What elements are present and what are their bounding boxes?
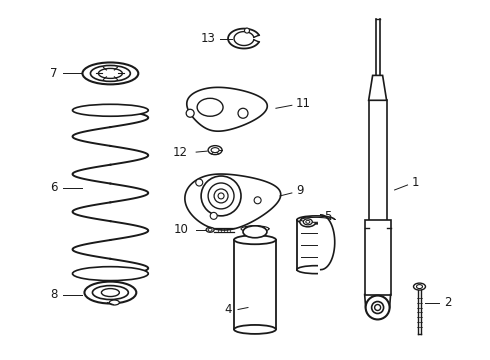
Ellipse shape [234,325,276,334]
Circle shape [196,179,203,186]
Text: 13: 13 [200,32,215,45]
Ellipse shape [414,283,425,290]
Ellipse shape [297,216,335,224]
Ellipse shape [416,285,422,289]
Text: 8: 8 [50,288,57,301]
Text: 5: 5 [324,210,331,223]
Circle shape [254,197,261,204]
Ellipse shape [101,289,120,297]
Polygon shape [187,87,267,131]
Ellipse shape [93,285,128,300]
Circle shape [210,212,217,219]
Text: 12: 12 [173,145,188,159]
Ellipse shape [211,148,219,153]
Ellipse shape [243,226,267,238]
Text: 2: 2 [444,296,452,309]
Circle shape [366,296,390,319]
FancyBboxPatch shape [318,220,342,275]
Circle shape [186,109,194,117]
Text: 4: 4 [224,303,232,316]
Circle shape [375,305,381,310]
Ellipse shape [109,300,120,305]
Polygon shape [185,174,281,230]
Circle shape [208,183,234,209]
Text: 11: 11 [296,97,311,110]
Circle shape [371,302,384,314]
Text: 3: 3 [334,264,341,277]
Ellipse shape [206,227,214,232]
Ellipse shape [98,68,122,78]
Text: 1: 1 [412,176,419,189]
Ellipse shape [300,217,316,227]
Circle shape [201,176,241,216]
Ellipse shape [84,282,136,303]
Ellipse shape [301,217,331,222]
Ellipse shape [208,228,212,231]
Ellipse shape [234,235,276,244]
Circle shape [245,28,249,33]
Text: 6: 6 [50,181,57,194]
Ellipse shape [303,219,312,225]
Ellipse shape [82,62,138,84]
Circle shape [214,189,228,203]
FancyBboxPatch shape [365,220,391,294]
Text: 9: 9 [296,184,303,197]
Circle shape [218,193,224,199]
Ellipse shape [91,66,130,81]
FancyBboxPatch shape [368,100,387,230]
Text: 7: 7 [50,67,57,80]
Ellipse shape [306,220,310,223]
Ellipse shape [73,104,148,116]
Ellipse shape [73,267,148,280]
Ellipse shape [297,266,335,274]
Ellipse shape [197,98,223,116]
Polygon shape [368,75,387,100]
Text: 10: 10 [173,223,188,236]
Ellipse shape [208,146,222,154]
Circle shape [238,108,248,118]
